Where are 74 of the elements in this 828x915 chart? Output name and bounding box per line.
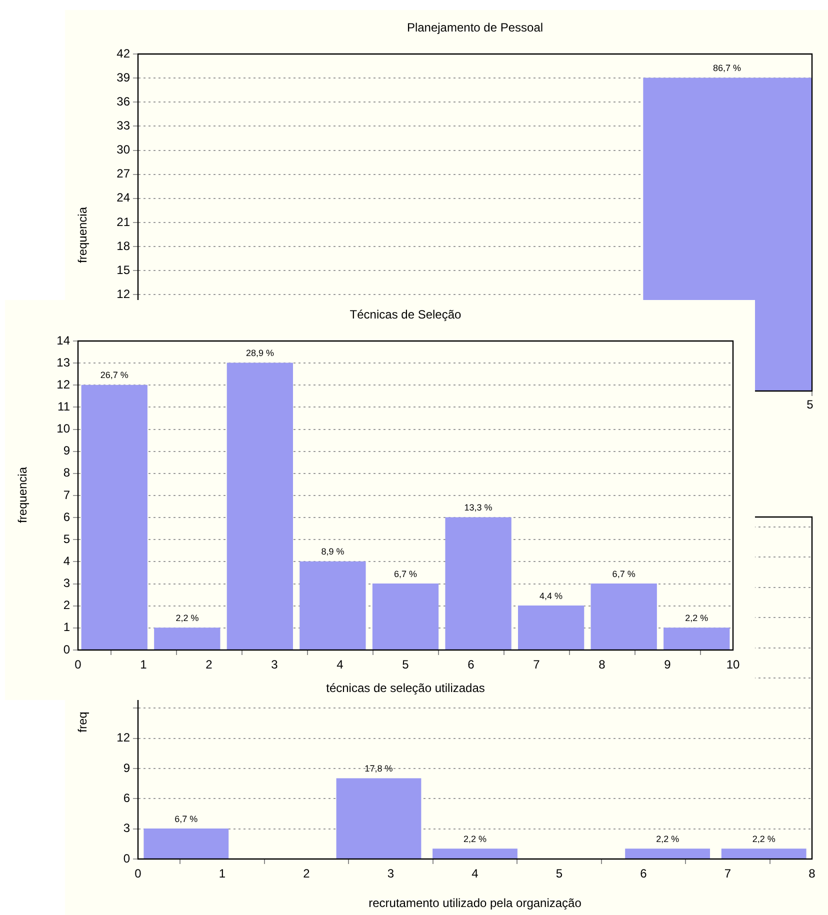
y-tick-label: 4 xyxy=(63,554,70,568)
x-tick-label: 7 xyxy=(533,658,540,672)
y-tick-label: 13 xyxy=(56,355,70,370)
annotation: 8,9 % xyxy=(321,546,344,557)
x-tick-label: 7 xyxy=(724,866,732,881)
annotation: 2,2 % xyxy=(656,834,680,844)
chart-title: Técnicas de Seleção xyxy=(350,307,462,322)
x-tick-label: 9 xyxy=(664,658,672,672)
y-axis-title: frequencia xyxy=(75,206,90,264)
y-tick-label: 3 xyxy=(123,821,130,836)
annotation: 6,7 % xyxy=(394,568,418,579)
x-tick-label: 5 xyxy=(556,866,563,881)
annotation: 6,7 % xyxy=(174,814,198,824)
y-tick-label: 33 xyxy=(116,118,130,133)
y-tick-label: 36 xyxy=(116,94,130,108)
x-tick-label: 1 xyxy=(140,658,148,672)
y-tick-label: 1 xyxy=(63,620,70,634)
x-tick-label: 8 xyxy=(598,658,606,672)
annotation: 26,7 % xyxy=(100,370,128,380)
y-tick-label: 9 xyxy=(123,760,130,775)
y-tick-label: 11 xyxy=(58,400,70,414)
x-axis-title: recrutamento utilizado pela organização xyxy=(368,896,582,910)
y-tick-label: 10 xyxy=(56,422,70,436)
annotation: 2,2 % xyxy=(685,612,708,623)
annotation: 2,2 % xyxy=(463,834,487,844)
text: 5 xyxy=(806,397,814,412)
y-tick-label: 15 xyxy=(116,262,130,277)
y-axis-title: frequencia xyxy=(15,466,30,524)
x-tick-label: 2 xyxy=(303,866,310,881)
y-tick-label: 3 xyxy=(63,576,70,590)
y-tick-label: 5 xyxy=(63,532,70,546)
x-tick-label: 2 xyxy=(206,658,213,672)
chart-title: Planejamento de Pessoal xyxy=(406,20,544,34)
y-tick-label: 21 xyxy=(116,214,130,229)
x-tick-label: 1 xyxy=(218,866,226,881)
y-tick-label: 18 xyxy=(116,238,130,253)
y-tick-label: 12 xyxy=(116,287,130,302)
x-tick-label: 10 xyxy=(726,658,740,672)
x-tick-label: 5 xyxy=(402,658,410,672)
x-tick-label: 0 xyxy=(74,658,82,672)
x-tick-label: 4 xyxy=(336,658,344,672)
x-axis-title: técnicas de seleção utilizadas xyxy=(326,681,485,696)
y-tick-label: 42 xyxy=(116,46,130,60)
x-tick-label: 3 xyxy=(271,658,278,672)
y-tick-label: 8 xyxy=(63,466,70,480)
y-tick-label: 7 xyxy=(63,488,70,502)
y-tick-label: 0 xyxy=(123,851,130,866)
y-tick-label: 14 xyxy=(56,333,70,348)
annotation: 13,3 % xyxy=(464,502,492,513)
x-tick-label: 0 xyxy=(134,866,142,881)
x-tick-label: 3 xyxy=(387,866,394,881)
y-tick-label: 2 xyxy=(63,598,70,612)
annotation: 6,7 % xyxy=(612,568,636,579)
x-tick-label: 6 xyxy=(640,866,648,881)
annotation: 28,9 % xyxy=(246,348,274,358)
annotation: 4,4 % xyxy=(540,590,563,601)
y-tick-label: 0 xyxy=(63,642,70,656)
y-tick-label: 12 xyxy=(56,377,70,392)
annotation: 2,2 % xyxy=(752,834,776,844)
y-tick-label: 24 xyxy=(116,190,130,205)
y-tick-label: 27 xyxy=(116,166,130,181)
y-tick-label: 6 xyxy=(123,790,130,805)
y-tick-label: 30 xyxy=(116,142,130,157)
x-tick-label: 4 xyxy=(472,866,479,881)
annotation: 86,7 % xyxy=(712,63,742,74)
y-tick-label: 6 xyxy=(63,510,70,524)
y-tick-label: 12 xyxy=(116,730,130,745)
annotation: 2,2 % xyxy=(176,612,199,623)
annotation: 17,8 % xyxy=(364,764,393,774)
y-tick-label: 9 xyxy=(63,444,70,458)
y-tick-label: 39 xyxy=(116,70,130,84)
y-axis-title: freq xyxy=(75,712,90,732)
x-tick-label: 8 xyxy=(808,866,816,881)
x-tick-label: 6 xyxy=(468,658,475,672)
